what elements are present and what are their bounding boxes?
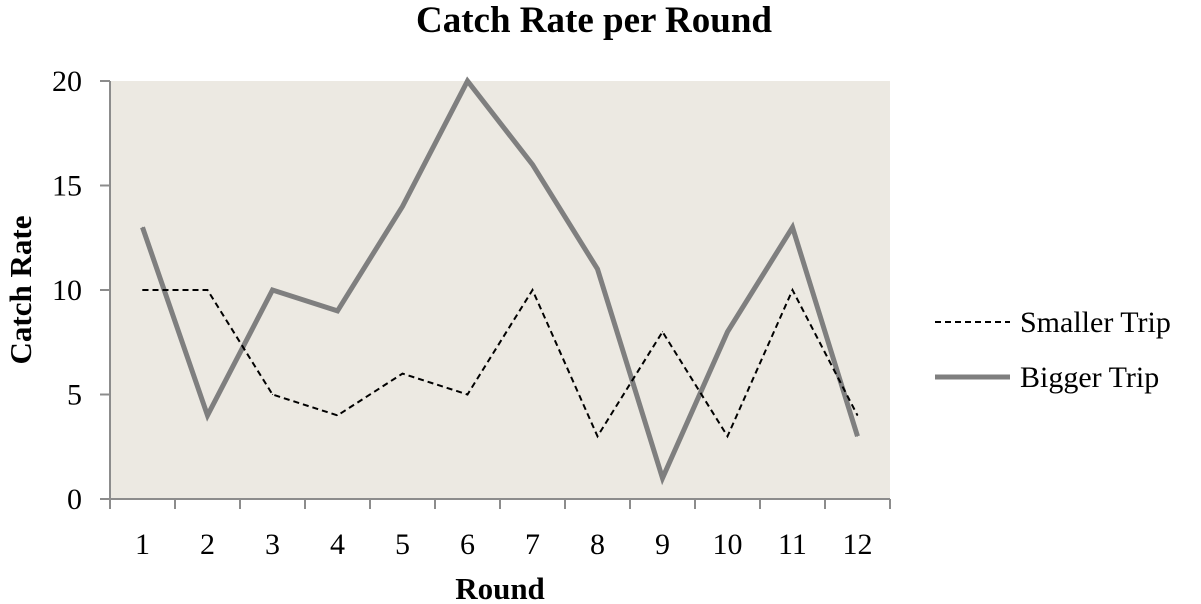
data-point-smaller-trip: [207, 289, 208, 291]
x-tick-label: 11: [778, 528, 807, 561]
data-point-smaller-trip: [467, 394, 468, 395]
y-tick-label: 20: [52, 65, 82, 98]
data-point-smaller-trip: [727, 435, 728, 437]
series-line-smaller-trip: [142, 287, 859, 439]
data-point-smaller-trip: [142, 289, 143, 291]
data-point-bigger-trip: [272, 289, 273, 291]
legend-label-bigger-trip: Bigger Trip: [1020, 361, 1159, 394]
y-tick-label: 15: [52, 170, 82, 203]
y-tick-label: 5: [67, 379, 82, 412]
data-point-bigger-trip: [467, 80, 468, 82]
x-tick-label: 4: [330, 528, 345, 561]
legend: Smaller Trip Bigger Trip: [935, 306, 1171, 394]
x-tick-label: 5: [395, 528, 410, 561]
data-point-smaller-trip: [662, 331, 663, 333]
x-tick-label: 3: [265, 528, 280, 561]
legend-label-smaller-trip: Smaller Trip: [1020, 306, 1171, 339]
data-point-bigger-trip: [727, 331, 728, 333]
x-tick-label: 9: [655, 528, 670, 561]
x-tick-label: 6: [460, 528, 475, 561]
data-point-smaller-trip: [597, 435, 598, 437]
y-tick-label: 10: [52, 274, 82, 307]
axes: [100, 80, 891, 509]
x-tick-label: 7: [525, 528, 540, 561]
x-tick-label: 12: [843, 528, 873, 561]
data-point-bigger-trip: [597, 268, 598, 270]
data-point-bigger-trip: [402, 205, 403, 207]
x-tick-label: 8: [590, 528, 605, 561]
data-point-bigger-trip: [662, 477, 663, 479]
x-tick-label: 10: [713, 528, 743, 561]
series-line-bigger-trip: [140, 76, 860, 486]
data-point-bigger-trip: [207, 414, 208, 416]
data-point-smaller-trip: [337, 414, 338, 416]
data-point-smaller-trip: [857, 414, 858, 416]
data-point-smaller-trip: [792, 289, 793, 291]
y-axis-label: Catch Rate: [3, 216, 38, 365]
x-tick-label: 2: [200, 528, 215, 561]
data-point-smaller-trip: [402, 373, 403, 375]
series-layer: [140, 76, 860, 486]
x-axis-label: Round: [455, 571, 545, 604]
plot-area: [110, 81, 890, 499]
data-point-smaller-trip: [272, 394, 273, 395]
chart-title: Catch Rate per Round: [416, 0, 772, 41]
data-point-bigger-trip: [792, 226, 793, 228]
data-point-bigger-trip: [142, 226, 143, 228]
y-tick-label: 0: [67, 483, 82, 516]
data-point-bigger-trip: [337, 310, 338, 312]
x-tick-label: 1: [135, 528, 150, 561]
data-point-bigger-trip: [532, 164, 533, 166]
data-point-smaller-trip: [532, 289, 533, 291]
data-point-bigger-trip: [857, 435, 858, 437]
